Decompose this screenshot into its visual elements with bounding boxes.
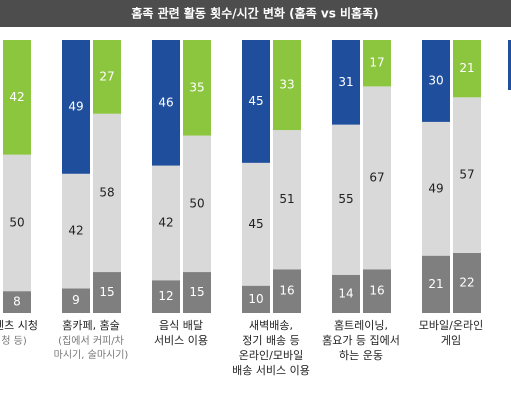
value-label: 51 [279, 192, 294, 206]
value-label: 45 [248, 94, 263, 108]
bar-segment [273, 40, 301, 131]
bar-segment [152, 40, 180, 166]
bar-segment [152, 165, 180, 281]
bar-segment [242, 162, 270, 286]
value-label: 42 [68, 224, 83, 238]
category-label: 홈요가 등 집에서 [322, 333, 400, 347]
bar-segment [422, 121, 450, 256]
category-label: 서비스 이용 [154, 334, 208, 347]
value-label: 14 [338, 286, 353, 300]
category-label: 모바일/온라인 [419, 318, 483, 332]
value-label: 16 [369, 284, 384, 298]
value-label: 8 [13, 295, 21, 309]
value-label: 57 [459, 168, 474, 182]
value-label: 55 [338, 192, 353, 206]
value-label: 35 [189, 80, 204, 94]
category-label: 홈카페, 홈술 [62, 318, 120, 332]
title-bar [0, 0, 511, 27]
bar-segment [183, 272, 211, 313]
value-label: 22 [459, 275, 474, 289]
bar-segment [363, 269, 391, 313]
category-label: 하는 운동 [339, 348, 383, 362]
value-label: 15 [189, 285, 204, 299]
bar-segment [453, 97, 481, 253]
value-label: 49 [68, 99, 83, 113]
category-label: 텐츠 시청 [0, 319, 38, 332]
bar-segment [93, 40, 121, 114]
value-label: 42 [9, 90, 24, 104]
bar-segment [183, 135, 211, 273]
value-label: 27 [99, 69, 114, 83]
value-label: 49 [428, 181, 443, 195]
value-label: 17 [369, 56, 384, 70]
bar-segment [242, 285, 270, 313]
value-label: 15 [99, 285, 114, 299]
value-label: 33 [279, 78, 294, 92]
cropped-bar [508, 40, 511, 90]
bar-segment [3, 40, 31, 155]
bar-segment [332, 40, 360, 125]
category-label: 온라인/모바일 [239, 348, 303, 362]
bar-segment [422, 40, 450, 122]
category-label: 정기 배송 등 [242, 334, 300, 347]
value-label: 31 [338, 75, 353, 89]
value-label: 58 [99, 185, 114, 199]
bar-segment [242, 40, 270, 163]
bar-segment [152, 280, 180, 313]
value-label: 21 [459, 61, 474, 75]
value-label: 46 [158, 95, 173, 109]
bar-segment [62, 173, 90, 289]
category-label: 홈트레이닝, [334, 318, 388, 332]
category-label: 새벽배송, [249, 319, 293, 332]
bar-segment [363, 86, 391, 270]
bar-segment [183, 40, 211, 136]
chart-title: 홈족 관련 활동 횟수/시간 변화 (홈족 vs 비홈족) [131, 6, 378, 21]
bar-segment [93, 272, 121, 313]
value-label: 67 [369, 170, 384, 184]
value-label: 21 [428, 277, 443, 291]
category-note: 마시기, 술마시기) [54, 349, 129, 361]
category-note: (집에서 커피/차 [58, 335, 124, 347]
value-label: 10 [248, 292, 263, 306]
bar-segment [453, 252, 481, 313]
category-label: 배송 서비스 이용 [232, 364, 310, 377]
bar-segment [422, 255, 450, 313]
bar-segment [93, 113, 121, 273]
bar-segment [3, 291, 31, 313]
bar-segment [62, 288, 90, 313]
category-label: 게임 [441, 334, 461, 347]
value-label: 42 [158, 215, 173, 229]
bar-segment [62, 40, 90, 174]
bar-segment [332, 124, 360, 275]
category-note: 청 등) [1, 335, 27, 347]
bar-segment [3, 154, 31, 292]
bar-segment [332, 274, 360, 313]
value-label: 30 [428, 73, 443, 87]
value-label: 50 [189, 196, 204, 210]
value-label: 50 [9, 215, 24, 229]
value-label: 12 [158, 289, 173, 303]
value-label: 9 [72, 293, 80, 307]
bar-segment [273, 130, 301, 270]
value-label: 45 [248, 217, 263, 231]
bar-segment [273, 269, 301, 313]
value-label: 16 [279, 284, 294, 298]
category-label: 음식 배달 [159, 319, 203, 332]
bar-segment [363, 40, 391, 87]
bar-segment [453, 40, 481, 98]
